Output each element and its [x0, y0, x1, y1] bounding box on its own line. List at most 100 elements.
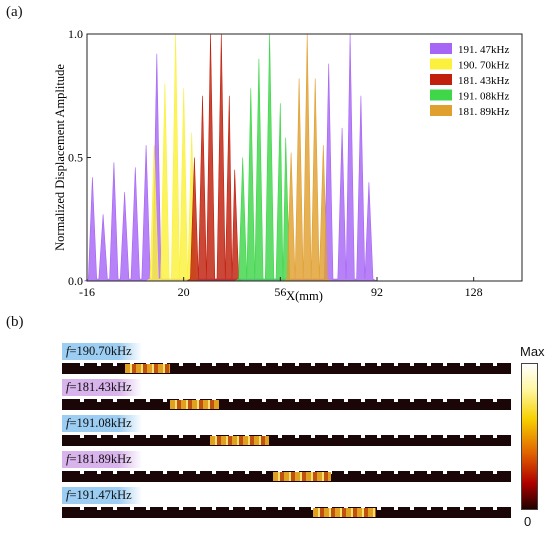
frequency-value: =191.08kHz — [69, 416, 132, 430]
waveguide-notch — [410, 507, 414, 510]
waveguide-notch — [294, 399, 299, 402]
waveguide-notch — [377, 507, 381, 510]
waveguide-notch — [360, 435, 365, 438]
waveguide-notch — [228, 507, 233, 510]
waveguide-field-map — [62, 471, 511, 482]
x-tick-label: -16 — [79, 285, 95, 299]
waveguide-notch — [195, 435, 200, 438]
waveguide-notch — [360, 363, 365, 366]
waveguide-notch — [129, 435, 134, 438]
frequency-symbol: f — [66, 380, 70, 394]
waveguide-notch — [476, 507, 480, 510]
waveguide-notch — [459, 471, 464, 474]
legend: 191. 47kHz 190. 70kHz 181. 43kHz 191. 08kHz… — [430, 43, 509, 118]
waveguide-notch — [212, 471, 216, 474]
waveguide-notch — [476, 471, 480, 474]
waveguide-notch — [327, 363, 332, 366]
waveguide-notch — [278, 399, 282, 402]
series-area-5 — [282, 33, 332, 282]
frequency-value: =181.89kHz — [69, 452, 132, 466]
waveguide-notch — [96, 363, 101, 366]
frequency-tag: f=190.70kHz — [62, 343, 142, 360]
waveguide-notch — [179, 471, 183, 474]
waveguide-notch — [96, 507, 101, 510]
waveguide-notch — [459, 507, 464, 510]
waveguide-notch — [327, 435, 332, 438]
waveguide-notch — [245, 471, 249, 474]
frequency-value: =181.43kHz — [69, 380, 132, 394]
frequency-value: =190.70kHz — [69, 344, 132, 358]
waveguide-notch — [294, 363, 299, 366]
waveguide-notch — [195, 363, 200, 366]
panel-a-label: (a) — [6, 4, 23, 20]
waveguide-notch — [80, 435, 84, 438]
legend-swatch-2 — [430, 58, 452, 70]
waveguide-notch — [113, 471, 117, 474]
colorbar-max-label: Max — [520, 344, 545, 359]
waveguide-notch — [146, 399, 150, 402]
waveguide-field-map — [62, 435, 511, 446]
waveguide-notch — [80, 471, 84, 474]
waveguide-notch — [393, 471, 398, 474]
frequency-value: =191.47kHz — [69, 488, 132, 502]
waveguide-notch — [311, 507, 315, 510]
waveguide-notch — [476, 363, 480, 366]
waveguide-notch — [212, 507, 216, 510]
waveguide-notch — [426, 363, 431, 366]
waveguide-notch — [162, 435, 167, 438]
waveguide-notch — [129, 471, 134, 474]
energy-hotspot — [169, 400, 220, 409]
waveguide-notch — [261, 399, 266, 402]
legend-label-4: 191. 08kHz — [458, 91, 509, 103]
waveguide-notch — [278, 507, 282, 510]
waveguide-notch — [344, 471, 348, 474]
waveguide-notch — [96, 471, 101, 474]
waveguide-notch — [393, 507, 398, 510]
waveguide-notch — [492, 399, 497, 402]
waveguide-notch — [459, 399, 464, 402]
waveguide-field-map — [62, 399, 511, 410]
waveguide-notch — [245, 399, 249, 402]
legend-swatch-3 — [430, 74, 452, 85]
waveguide-notch — [245, 363, 249, 366]
series-area-3 — [186, 33, 243, 282]
waveguide-notch — [443, 507, 447, 510]
frequency-symbol: f — [66, 452, 70, 466]
waveguide-notch — [261, 507, 266, 510]
x-tick-label: 128 — [465, 285, 483, 299]
x-tick-label: 20 — [178, 285, 190, 299]
frequency-symbol: f — [66, 344, 70, 358]
waveguide-notch — [228, 363, 233, 366]
waveguide-notch — [360, 471, 365, 474]
y-tick-label: 0.5 — [68, 151, 83, 165]
x-tick-label: 92 — [371, 285, 383, 299]
waveguide-notch — [311, 363, 315, 366]
frequency-symbol: f — [66, 416, 70, 430]
waveguide-notch — [443, 399, 447, 402]
waveguide-notch — [443, 471, 447, 474]
waveguide-notch — [195, 507, 200, 510]
waveguide-notch — [426, 507, 431, 510]
waveguide-notch — [426, 399, 431, 402]
waveguide-notch — [377, 435, 381, 438]
panel-b-label: (b) — [6, 314, 24, 330]
waveguide-notch — [492, 363, 497, 366]
energy-hotspot — [313, 508, 377, 517]
waveguide-notch — [443, 435, 447, 438]
waveguide-notch — [113, 399, 117, 402]
waveguide-notch — [492, 435, 497, 438]
waveguide-notch — [113, 363, 117, 366]
frequency-tag: f=191.47kHz — [62, 487, 142, 504]
amplitude-chart: -16 20 56 92 128 0.0 0.5 1.0 X(mm) Normalized D… — [53, 27, 523, 303]
waveguide-notch — [492, 507, 497, 510]
waveguide-notch — [212, 363, 216, 366]
waveguide-notch — [162, 399, 167, 402]
waveguide-notch — [426, 435, 431, 438]
colorbar-min-label: 0 — [524, 514, 532, 529]
legend-label-3: 181. 43kHz — [458, 75, 509, 87]
waveguide-notch — [96, 399, 101, 402]
waveguide-notch — [459, 435, 464, 438]
waveguide-notch — [261, 363, 266, 366]
waveguide-notch — [476, 399, 480, 402]
waveguide-notch — [179, 435, 183, 438]
